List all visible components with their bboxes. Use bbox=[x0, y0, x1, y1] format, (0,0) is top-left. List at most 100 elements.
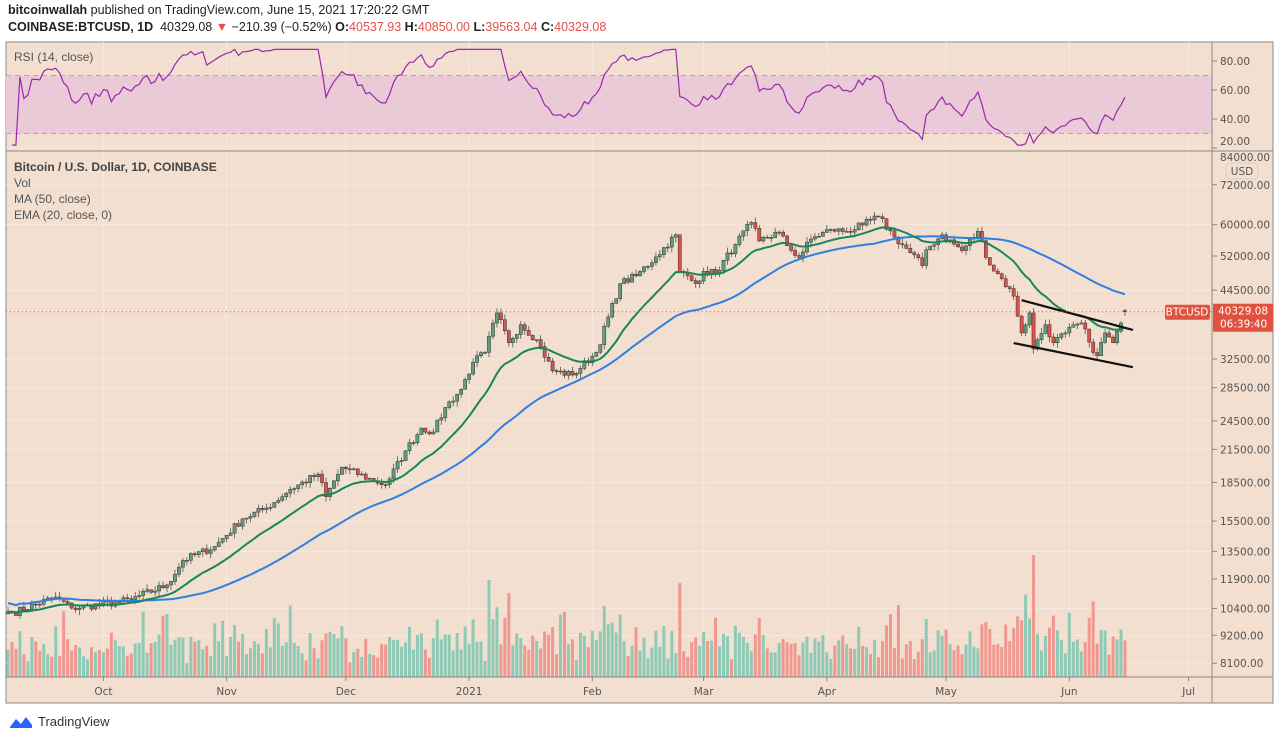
candle bbox=[562, 368, 567, 379]
volume-bar bbox=[328, 631, 332, 677]
candle-body bbox=[391, 468, 396, 480]
candle bbox=[991, 264, 996, 272]
volume-bar bbox=[193, 641, 197, 677]
volume-bar bbox=[837, 640, 841, 677]
volume-bar bbox=[960, 654, 964, 677]
candle-body bbox=[1111, 336, 1115, 343]
volume-bar bbox=[256, 644, 260, 677]
candle-body bbox=[1103, 332, 1107, 343]
candle-body bbox=[840, 228, 845, 232]
candle bbox=[419, 427, 424, 435]
candle bbox=[781, 229, 785, 238]
candle-body bbox=[1095, 352, 1100, 356]
candle bbox=[161, 581, 165, 589]
volume-bar bbox=[741, 636, 745, 677]
price-tick-label: 60000.00 bbox=[1220, 220, 1270, 232]
vol-legend[interactable]: Vol bbox=[14, 176, 31, 190]
candle-body bbox=[320, 473, 324, 483]
time-axis[interactable]: Oct Nov Dec 2021 Feb Mar Apr May Jun Jul bbox=[94, 677, 1195, 698]
candle-body bbox=[37, 603, 42, 606]
volume-bar bbox=[384, 644, 388, 677]
candle-body bbox=[1115, 330, 1119, 343]
volume-bar bbox=[376, 657, 380, 677]
candle bbox=[435, 419, 440, 433]
volume-bar bbox=[344, 638, 348, 677]
candle-body bbox=[542, 346, 547, 358]
volume-bar bbox=[817, 641, 821, 677]
publisher-name[interactable]: bitcoinwallah bbox=[8, 3, 88, 17]
trendlines[interactable] bbox=[1013, 299, 1134, 369]
candle-body bbox=[526, 330, 531, 336]
candle-body bbox=[280, 496, 285, 501]
channel-lower-trendline[interactable] bbox=[1013, 341, 1134, 369]
candle-body bbox=[288, 489, 293, 494]
volume-bar bbox=[46, 654, 50, 677]
volume-bar bbox=[825, 652, 829, 677]
rsi-axis[interactable]: 80.00 60.00 40.00 20.00 bbox=[1212, 56, 1250, 149]
candle-body bbox=[1003, 278, 1008, 287]
currency-badge[interactable] bbox=[1225, 162, 1259, 180]
candle-body bbox=[1071, 324, 1076, 328]
volume-bar bbox=[447, 634, 451, 677]
price-tick-label: 11900.00 bbox=[1220, 574, 1270, 586]
volume-bar bbox=[980, 624, 984, 677]
candle bbox=[1047, 319, 1052, 343]
candle-body bbox=[276, 500, 281, 503]
time-tick-label: Dec bbox=[336, 686, 357, 698]
candle-body bbox=[1031, 312, 1036, 350]
volume-bar bbox=[1103, 630, 1107, 677]
candle bbox=[622, 276, 626, 285]
candle-body bbox=[177, 566, 181, 575]
candle-body bbox=[602, 325, 607, 345]
candle-body bbox=[141, 591, 146, 596]
candle bbox=[518, 321, 523, 339]
candle-body bbox=[1043, 324, 1048, 334]
candle bbox=[1079, 319, 1084, 325]
volume-bar bbox=[169, 644, 173, 677]
candle-body bbox=[912, 252, 917, 256]
candle-body bbox=[693, 280, 698, 284]
candle bbox=[443, 407, 448, 423]
volume-bar bbox=[205, 645, 209, 677]
ema-legend[interactable]: EMA (20, close, 0) bbox=[14, 208, 112, 222]
volume-bar bbox=[948, 644, 952, 677]
candle-body bbox=[630, 273, 634, 283]
volume-bar bbox=[968, 631, 972, 677]
rsi-legend[interactable]: RSI (14, close) bbox=[14, 50, 93, 64]
volume-bar bbox=[737, 632, 741, 677]
candle-body bbox=[161, 585, 165, 589]
volume-bar bbox=[455, 632, 459, 677]
tradingview-logo[interactable]: TradingView bbox=[8, 713, 110, 729]
volume-bar bbox=[1063, 653, 1067, 677]
candle-body bbox=[868, 218, 873, 221]
volume-bar bbox=[920, 639, 924, 677]
candle-body bbox=[618, 283, 622, 299]
volume-bar bbox=[177, 637, 181, 677]
candle-body bbox=[427, 431, 432, 435]
volume-bar bbox=[360, 656, 364, 677]
price-tick-label: 10400.00 bbox=[1220, 603, 1270, 615]
channel-upper-trendline[interactable] bbox=[1021, 299, 1134, 332]
candle bbox=[828, 228, 833, 234]
candle bbox=[181, 558, 185, 572]
candle bbox=[379, 478, 384, 489]
candle-body bbox=[248, 516, 253, 519]
candle bbox=[530, 334, 535, 341]
price-change: −210.39 (−0.52%) bbox=[231, 20, 332, 34]
ma-legend[interactable]: MA (50, close) bbox=[14, 192, 91, 206]
candle-body bbox=[328, 488, 332, 497]
price-tick-label: 24500.00 bbox=[1220, 416, 1270, 428]
candle-body bbox=[991, 264, 996, 272]
rsi-tick-label: 80.00 bbox=[1220, 56, 1250, 68]
candle-body bbox=[491, 322, 495, 337]
candle bbox=[240, 518, 245, 530]
price-axis[interactable]: 84000.00 72000.00 60000.00 52000.00 44500.00… bbox=[1212, 150, 1270, 670]
volume-bar bbox=[857, 626, 861, 677]
time-tick-label: Jul bbox=[1181, 686, 1195, 698]
candle bbox=[423, 427, 428, 435]
candle bbox=[598, 344, 603, 355]
candle bbox=[411, 440, 416, 446]
volume-bar bbox=[356, 648, 360, 677]
candle-body bbox=[852, 229, 857, 233]
